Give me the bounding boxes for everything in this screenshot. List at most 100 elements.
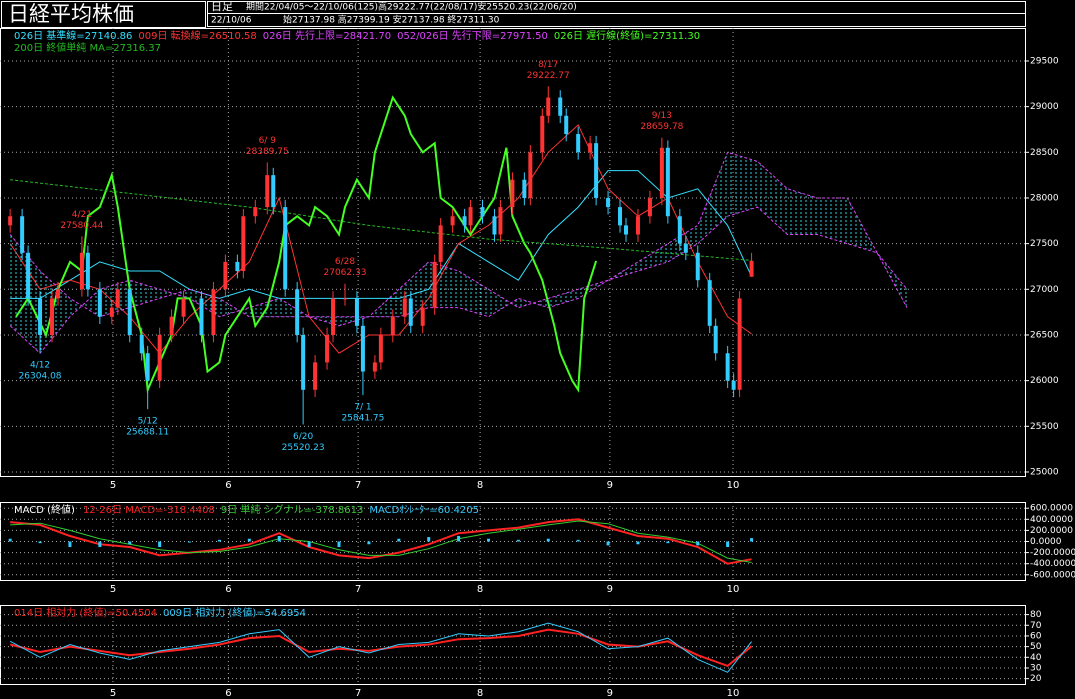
histogram-bar: [38, 541, 42, 544]
candle-body: [223, 261, 228, 290]
current-ohlc: 始27137.98 高27399.19 安27137.98 終27311.30: [283, 14, 500, 26]
annotation-date: 8/17: [538, 60, 558, 70]
candle-body: [576, 134, 581, 153]
annotation-date: 6/ 9: [259, 136, 277, 146]
histogram-bar: [277, 535, 281, 542]
y-tick-label: 60: [1030, 631, 1042, 641]
x-tick-label: 10: [727, 480, 740, 491]
candle-body: [271, 175, 276, 208]
candle-body: [331, 298, 336, 335]
candle-body: [498, 207, 503, 235]
series-line: [9, 206, 908, 318]
y-tick-label: 0.0000: [1030, 537, 1062, 547]
histogram-bar: [606, 541, 610, 546]
candle-body: [325, 334, 330, 363]
candle-body: [20, 216, 25, 253]
y-tick-label: -400.0000: [1030, 559, 1075, 569]
x-tick-label: 6: [225, 480, 231, 491]
histogram-bar: [8, 538, 12, 542]
histogram-bar: [576, 539, 580, 542]
x-tick-label: 10: [727, 584, 740, 595]
histogram-bar: [457, 535, 461, 542]
candle-body: [50, 298, 55, 335]
annotation-value: 25841.75: [341, 414, 384, 424]
legend-entry: 200日 終値単純 MA=27316.37: [14, 41, 161, 54]
candle-body: [683, 243, 688, 253]
candle-body: [115, 289, 120, 308]
candle-body: [528, 152, 533, 198]
annotation-value: 27062.33: [324, 268, 367, 278]
histogram-bar: [367, 541, 371, 545]
panel-frame: [0, 605, 1026, 685]
candle-body: [85, 252, 90, 290]
y-tick-label: 26500: [1030, 330, 1059, 340]
x-tick-label: 6: [225, 584, 231, 595]
histogram-bar: [188, 541, 192, 543]
histogram-bar: [516, 539, 520, 542]
candle-body: [647, 197, 652, 217]
candle-body: [283, 207, 288, 290]
y-tick-label: 50: [1030, 642, 1042, 652]
candle-body: [462, 216, 467, 226]
annotation-value: 28389.75: [246, 147, 289, 157]
x-tick-label: 7: [355, 480, 361, 491]
candle-body: [378, 334, 383, 363]
x-tick-label: 7: [355, 688, 361, 699]
candle-body: [127, 289, 132, 335]
x-tick-label: 5: [110, 584, 116, 595]
candle-body: [157, 334, 162, 381]
candle-body: [139, 334, 144, 354]
candle-body: [635, 216, 640, 235]
candle-body: [211, 289, 216, 335]
candle-body: [737, 298, 742, 390]
candle-body: [169, 316, 174, 335]
candle-body: [109, 307, 114, 317]
candle-body: [540, 115, 545, 153]
candle-body: [408, 298, 413, 326]
period-info: 期間22/04/05～22/10/06(125)高29222.77(22/08/…: [246, 1, 577, 13]
series-line: [9, 151, 908, 354]
candle-body: [235, 261, 240, 272]
x-tick-label: 8: [477, 480, 483, 491]
series-line: [15, 95, 598, 394]
candle-body: [301, 334, 306, 390]
candle-body: [707, 280, 712, 326]
histogram-bar: [486, 538, 490, 542]
y-tick-label: 200.0000: [1030, 526, 1073, 536]
histogram-bar: [427, 537, 431, 542]
legend-entry: 026日 先行上限=28421.70: [263, 29, 391, 42]
candle-body: [725, 353, 730, 381]
candle-body: [594, 143, 599, 198]
y-tick-label: 40: [1030, 653, 1042, 663]
histogram-bar: [397, 538, 401, 542]
candle-body: [402, 298, 407, 317]
candle-body: [372, 362, 377, 372]
candle-body: [510, 179, 515, 208]
histogram-bar: [158, 541, 162, 548]
x-tick-label: 9: [607, 480, 613, 491]
candle-body: [695, 252, 700, 281]
candle-body: [618, 207, 623, 226]
candle-body: [713, 325, 718, 354]
histogram-bar: [546, 538, 550, 542]
candle-body: [199, 298, 204, 335]
x-tick-label: 10: [727, 688, 740, 699]
y-tick-label: 80: [1030, 610, 1042, 620]
histogram-bar: [98, 541, 102, 548]
candle-body: [342, 298, 347, 300]
legend-entry: 026日 遅行線(終値)=27311.30: [554, 29, 700, 42]
annotation-date: 5/12: [138, 417, 158, 427]
y-tick-label: -200.0000: [1030, 548, 1075, 558]
candle-body: [241, 216, 246, 272]
candle-body: [558, 97, 563, 116]
histogram-bar: [217, 539, 221, 542]
candle-body: [313, 362, 318, 390]
legend-entry: 9日 単純 シグナル=-378.8613: [221, 503, 363, 516]
y-tick-label: 25000: [1030, 467, 1059, 477]
legend-entry: 052/026日 先行下限=27971.50: [397, 29, 548, 42]
histogram-bar: [726, 541, 730, 548]
candle-body: [480, 207, 485, 217]
candle-body: [588, 143, 593, 153]
histogram-bar: [128, 541, 132, 545]
